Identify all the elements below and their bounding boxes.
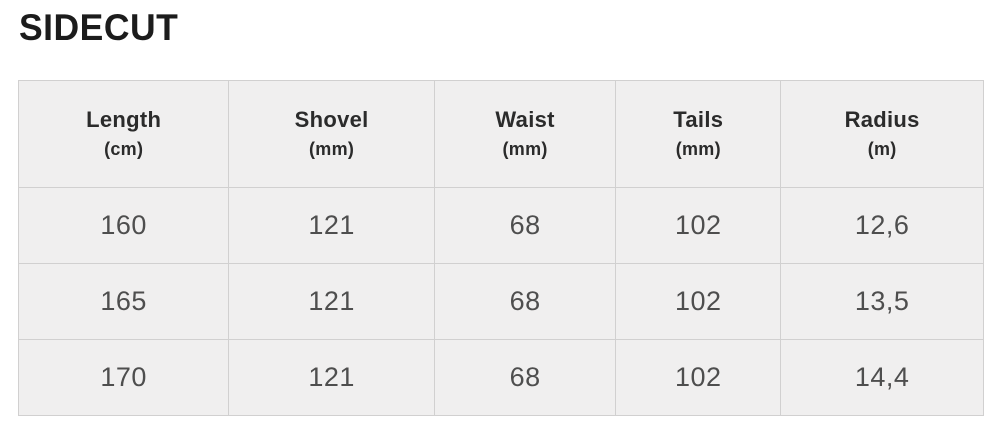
column-unit: (mm) xyxy=(675,139,721,159)
cell-radius: 13,5 xyxy=(780,263,984,340)
column-label: Tails xyxy=(673,107,724,132)
column-unit: (mm) xyxy=(502,139,548,159)
cell-shovel: 121 xyxy=(228,187,435,264)
table-row: 170 121 68 102 14,4 xyxy=(17,339,984,416)
column-header-shovel: Shovel (mm) xyxy=(228,80,435,188)
column-unit: (cm) xyxy=(104,139,144,159)
column-header-length: Length (cm) xyxy=(17,80,230,188)
column-header-radius: Radius (m) xyxy=(780,80,984,188)
table-row: 160 121 68 102 12,6 xyxy=(17,187,984,264)
cell-length: 165 xyxy=(17,263,230,340)
cell-length: 160 xyxy=(17,187,230,264)
cell-radius: 14,4 xyxy=(780,339,984,416)
sidecut-table-container: Length (cm) Shovel (mm) Waist (mm) Tails… xyxy=(17,80,989,416)
cell-tails: 102 xyxy=(615,187,782,264)
cell-waist: 68 xyxy=(433,263,617,340)
cell-tails: 102 xyxy=(615,263,782,340)
column-label: Waist xyxy=(495,107,555,132)
table-row: 165 121 68 102 13,5 xyxy=(17,263,984,340)
table-header-row: Length (cm) Shovel (mm) Waist (mm) Tails… xyxy=(17,80,984,188)
sidecut-table: Length (cm) Shovel (mm) Waist (mm) Tails… xyxy=(17,80,984,416)
page-title: SIDECUT xyxy=(19,7,179,48)
cell-waist: 68 xyxy=(433,339,617,416)
column-header-tails: Tails (mm) xyxy=(615,80,782,188)
column-header-waist: Waist (mm) xyxy=(433,80,617,188)
column-unit: (m) xyxy=(867,139,897,159)
cell-shovel: 121 xyxy=(228,339,435,416)
cell-radius: 12,6 xyxy=(780,187,984,264)
cell-shovel: 121 xyxy=(228,263,435,340)
column-label: Radius xyxy=(844,107,920,132)
cell-tails: 102 xyxy=(615,339,782,416)
column-label: Shovel xyxy=(294,107,369,132)
cell-waist: 68 xyxy=(433,187,617,264)
column-unit: (mm) xyxy=(309,139,355,159)
column-label: Length xyxy=(86,107,162,132)
cell-length: 170 xyxy=(17,339,230,416)
